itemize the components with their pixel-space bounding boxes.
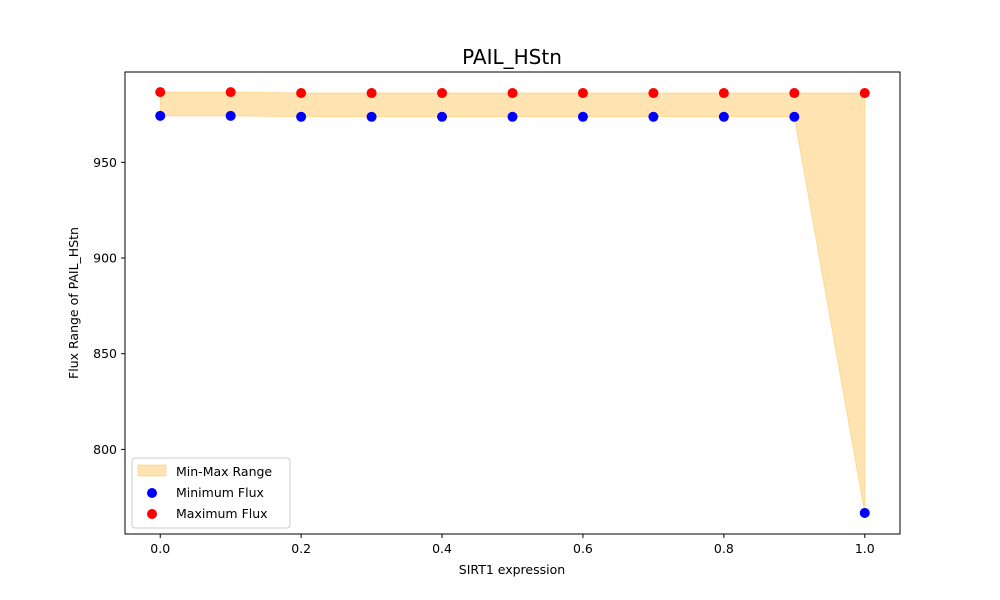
- minimum-flux-point: [789, 111, 800, 122]
- minimum-flux-point: [577, 111, 588, 122]
- x-tick-label: 0.0: [150, 541, 170, 556]
- x-tick-label: 0.2: [291, 541, 311, 556]
- maximum-flux-point: [437, 88, 448, 99]
- minimum-flux-point: [296, 111, 307, 122]
- legend-label-minimum-flux: Minimum Flux: [176, 485, 264, 500]
- maximum-flux-series: [155, 87, 870, 99]
- legend-marker-maximum-flux: [147, 509, 157, 519]
- minimum-flux-point: [648, 111, 659, 122]
- x-tick-label: 1.0: [855, 541, 875, 556]
- x-tick-label: 0.6: [573, 541, 593, 556]
- axes-frame: [124, 71, 901, 535]
- maximum-flux-point: [789, 88, 800, 99]
- maximum-flux-point: [648, 88, 659, 99]
- y-axis-label: Flux Range of PAIL_HStn: [66, 227, 81, 379]
- minimum-flux-point: [718, 111, 729, 122]
- y-axis-ticks: 800 850 900 950: [93, 155, 125, 457]
- legend-box: [131, 457, 291, 529]
- y-tick-label: 900: [93, 251, 117, 266]
- maximum-flux-point: [718, 88, 729, 99]
- minimum-flux-point: [155, 110, 166, 121]
- x-tick-label: 0.8: [714, 541, 734, 556]
- maximum-flux-point: [225, 87, 236, 98]
- minimum-flux-point: [507, 111, 518, 122]
- y-tick-label: 950: [93, 155, 117, 170]
- maximum-flux-point: [296, 88, 307, 99]
- minimum-flux-point: [859, 507, 870, 518]
- maximum-flux-point: [859, 88, 870, 99]
- minimum-flux-point: [225, 110, 236, 121]
- chart-title: PAIL_HStn: [462, 45, 562, 69]
- minimum-flux-series: [155, 110, 870, 518]
- legend-label-min-max-range: Min-Max Range: [176, 464, 272, 479]
- maximum-flux-point: [366, 88, 377, 99]
- minimum-flux-point: [437, 111, 448, 122]
- legend-swatch-min-max-range: [137, 464, 167, 477]
- plot-area: [124, 71, 901, 535]
- maximum-flux-point: [507, 88, 518, 99]
- x-tick-label: 0.4: [432, 541, 452, 556]
- minimum-flux-point: [366, 111, 377, 122]
- x-axis-label: SIRT1 expression: [459, 562, 565, 577]
- y-tick-label: 800: [93, 442, 117, 457]
- maximum-flux-point: [577, 88, 588, 99]
- x-axis-ticks: 0.0 0.2 0.4 0.6 0.8 1.0: [150, 534, 875, 556]
- legend-label-maximum-flux: Maximum Flux: [176, 506, 268, 521]
- legend: Min-Max Range Minimum Flux Maximum Flux: [131, 457, 291, 529]
- maximum-flux-point: [155, 87, 166, 98]
- legend-marker-minimum-flux: [147, 488, 157, 498]
- y-tick-label: 850: [93, 346, 117, 361]
